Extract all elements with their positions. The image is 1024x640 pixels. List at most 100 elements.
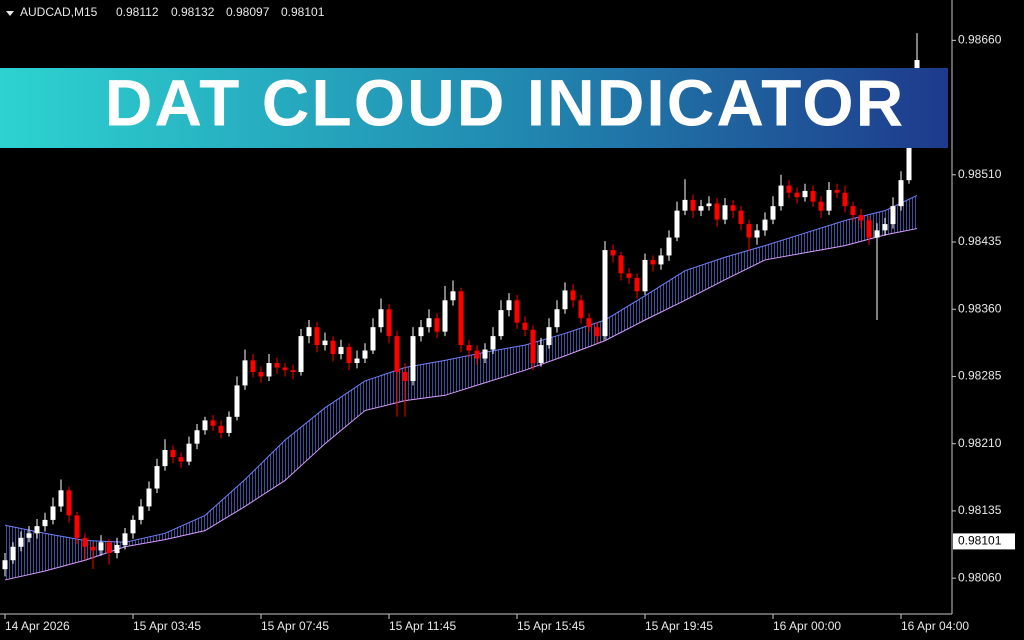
cloud-upper (4, 194, 918, 543)
y-tick-label: 0.98660 (958, 33, 1002, 47)
candle-body (874, 230, 880, 238)
candle-body (18, 537, 24, 547)
candle-body (170, 449, 176, 458)
candle-body (290, 370, 296, 372)
close-price: 0.98101 (281, 5, 325, 19)
candle-body (50, 506, 56, 520)
candle-body (770, 206, 776, 220)
candle-body (554, 309, 560, 328)
candle-body (362, 350, 368, 359)
candle-body (426, 318, 432, 328)
candle-body (450, 291, 456, 301)
candle-body (258, 371, 264, 377)
candle-body (122, 533, 128, 545)
candle-body (234, 385, 240, 417)
candle-body (642, 259, 648, 292)
candle-body (402, 371, 408, 381)
candle-body (298, 336, 304, 372)
candle-body (386, 309, 392, 337)
y-tick-label: 0.98435 (958, 234, 1002, 248)
candle-body (378, 309, 384, 328)
candle-body (658, 255, 664, 265)
candle-body (2, 560, 8, 570)
candle-body (418, 327, 424, 337)
candle-body (882, 224, 888, 231)
candle-body (794, 192, 800, 198)
candle-body (210, 420, 216, 426)
candle-body (666, 237, 672, 256)
candle-body (570, 290, 576, 301)
open-price: 0.98112 (116, 5, 159, 19)
candle-body (898, 180, 904, 207)
candle-body (810, 190, 816, 202)
candle-body (754, 230, 760, 238)
candle-body (434, 318, 440, 332)
candle-body (202, 420, 208, 431)
candle-body (850, 206, 856, 216)
candle-body (106, 542, 112, 554)
candle-body (498, 310, 504, 337)
y-tick-label: 0.98360 (958, 301, 1002, 315)
candle-body (762, 219, 768, 231)
candle-body (482, 349, 488, 359)
candle-body (506, 300, 512, 311)
menu-arrow[interactable] (6, 11, 14, 16)
candle-body (370, 327, 376, 351)
candle-body (130, 519, 136, 534)
candle-body (66, 490, 72, 516)
candle-body (650, 259, 656, 265)
low-price: 0.98097 (226, 5, 270, 19)
candle-body (74, 515, 80, 538)
candle-body (866, 220, 872, 238)
candle-body (178, 457, 184, 462)
x-tick-label: 15 Apr 11:45 (389, 619, 456, 633)
candle-body (314, 327, 320, 346)
candle-body (242, 360, 248, 386)
candle-body (674, 210, 680, 238)
candle-body (826, 190, 832, 211)
candle-body (90, 546, 96, 551)
candle-body (562, 290, 568, 310)
candle-body (82, 537, 88, 547)
candle-body (730, 205, 736, 211)
candle-body (738, 210, 744, 225)
high-price: 0.98132 (171, 5, 215, 19)
y-tick-label: 0.98285 (958, 369, 1002, 383)
y-tick-label: 0.98210 (958, 436, 1002, 450)
candle-body (186, 443, 192, 462)
candle-body (538, 345, 544, 364)
candle-body (722, 205, 728, 220)
banner (0, 68, 948, 148)
candle-body (354, 358, 360, 364)
candle-body (466, 345, 472, 351)
candle-body (458, 291, 464, 346)
cloud-lower (4, 228, 918, 581)
candle-body (786, 185, 792, 193)
candle-body (394, 336, 400, 372)
current-price-box (953, 533, 1015, 550)
candle-body (162, 449, 168, 467)
x-tick-label: 15 Apr 15:45 (517, 619, 585, 633)
candle-body (610, 250, 616, 256)
candle-body (546, 327, 552, 346)
candle-body (818, 201, 824, 211)
cloud-fill (5, 195, 917, 580)
banner-title: DAT CLOUD INDICATOR (105, 65, 906, 139)
candle-body (114, 544, 120, 554)
candle-body (410, 336, 416, 381)
candle-body (594, 327, 600, 337)
symbol: AUDCAD,M15 (20, 5, 98, 19)
candle-body (442, 300, 448, 332)
candle-body (10, 546, 16, 561)
candle-body (34, 526, 40, 534)
candle-body (306, 327, 312, 337)
candle-body (698, 206, 704, 211)
header: AUDCAD,M15 0.98112 0.98132 0.98097 0.981… (20, 5, 325, 19)
candle-body (226, 416, 232, 433)
x-tick-label: 15 Apr 03:45 (133, 619, 201, 633)
candle-body (490, 336, 496, 350)
candle-body (250, 360, 256, 372)
candle-body (322, 340, 328, 346)
candle-body (218, 425, 224, 433)
